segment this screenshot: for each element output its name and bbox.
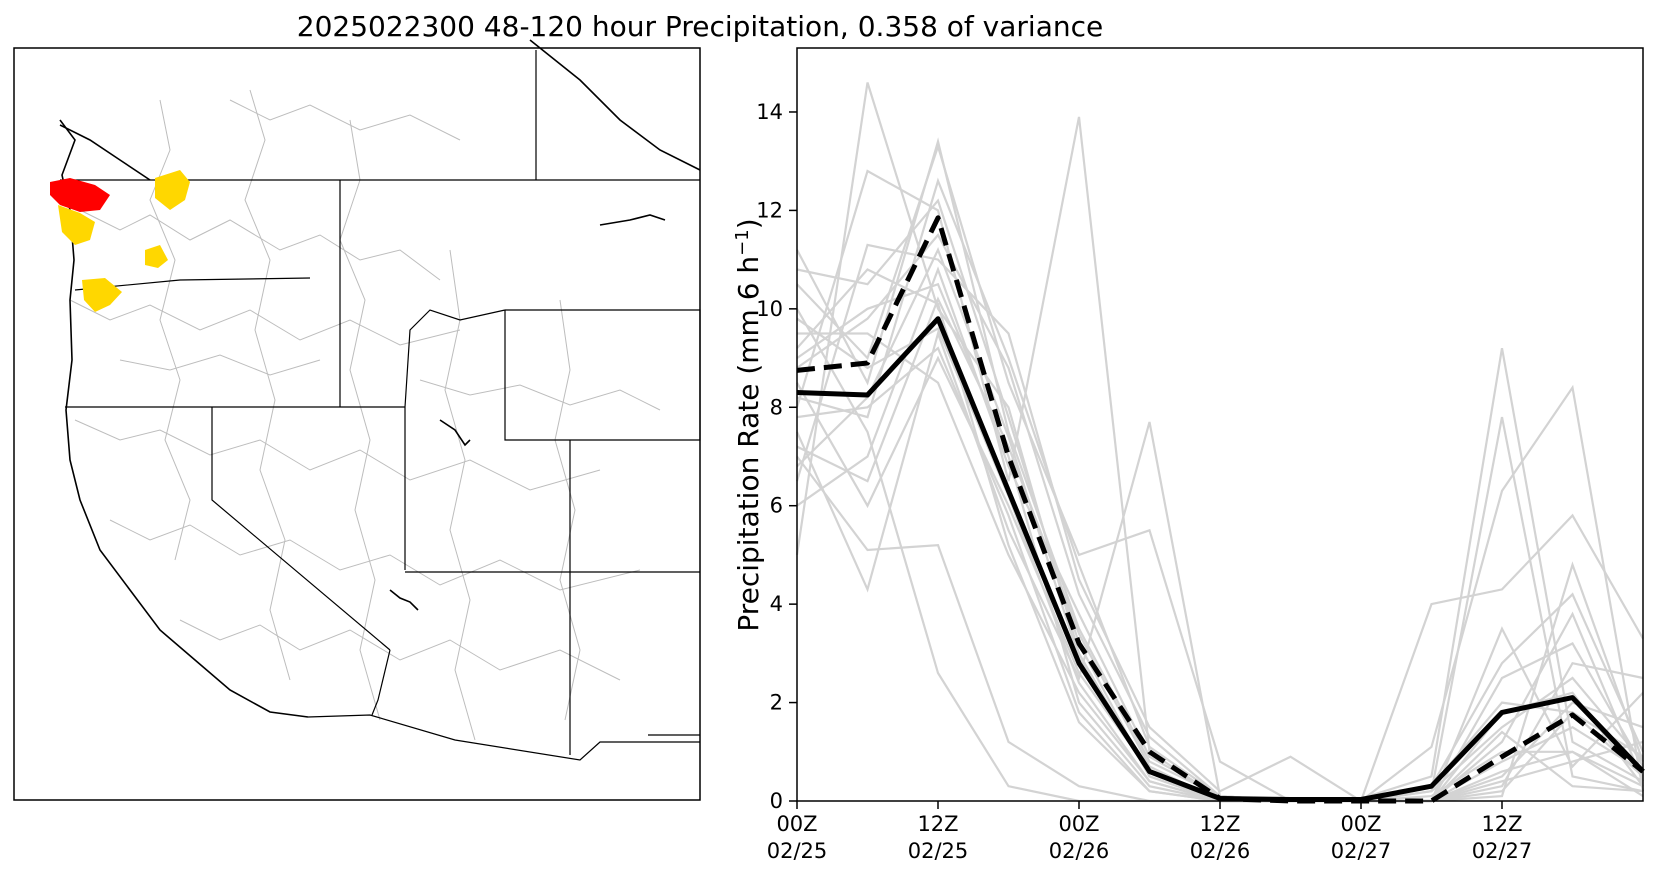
coast-line (599, 214, 666, 226)
x-tick-label-hour: 12Z (1199, 812, 1240, 836)
coast-line (389, 589, 419, 611)
x-tick-label-hour: 00Z (776, 812, 817, 836)
basin-line (74, 419, 601, 491)
basin-line (119, 354, 321, 376)
ensemble-members (795, 82, 1645, 803)
x-tick-label-date: 02/25 (767, 839, 828, 863)
x-tick-label-date: 02/26 (1190, 839, 1251, 863)
ensemble-member-line-19 (796, 268, 1644, 803)
y-axis-label-main: Precipitation Rate (mm 6 h (732, 256, 765, 632)
border-az-mex (307, 714, 700, 761)
border-id-mt (404, 309, 506, 408)
ensemble-member-line-7 (796, 282, 1644, 803)
y-tick-label: 12 (756, 198, 783, 222)
y-axis-ticks: 0 2 4 6 8 10 12 14 (756, 100, 797, 813)
basin-line (229, 99, 461, 141)
basin-line (179, 619, 621, 681)
control-line (796, 215, 1645, 804)
y-tick-label: 4 (770, 592, 783, 616)
basin-line (149, 99, 191, 561)
basin-line (419, 379, 661, 411)
x-tick-label-hour: 00Z (1340, 812, 1381, 836)
ensemble-member-line-6 (795, 243, 1645, 803)
ensemble-member-line-3 (795, 116, 1644, 803)
coast-line (529, 39, 701, 171)
page-title: 2025022300 48-120 hour Precipitation, 0.… (296, 10, 1104, 43)
region-medium (155, 170, 190, 210)
ensemble-member-line-11 (797, 332, 1645, 803)
basin-line (444, 249, 476, 741)
ensemble-member-line-4 (795, 329, 1644, 803)
basin-boundaries (69, 89, 661, 741)
region-medium (145, 245, 168, 268)
border-ca-az (371, 649, 391, 716)
basin-line (109, 519, 641, 591)
y-tick-label: 10 (756, 297, 783, 321)
ensemble-member-line-17 (796, 296, 1644, 803)
y-axis-label-sup: −1 (732, 229, 753, 256)
basin-line (244, 89, 291, 681)
y-tick-label: 8 (770, 395, 783, 419)
region-medium (58, 205, 95, 245)
coast-line (59, 124, 151, 181)
y-axis-label-close: ) (732, 218, 765, 229)
x-axis-ticks: 00Z 02/25 12Z 02/25 00Z 02/26 12Z 02/26 00Z 02/27… (767, 801, 1533, 863)
x-tick-label-hour: 00Z (1058, 812, 1099, 836)
ensemble-member-line-5 (796, 142, 1644, 803)
x-tick-label-date: 02/27 (1472, 839, 1533, 863)
basin-line (69, 299, 461, 346)
mean-line (796, 316, 1645, 802)
risk-regions (50, 170, 190, 312)
y-tick-label: 0 (770, 789, 783, 813)
y-tick-label: 6 (770, 494, 783, 518)
border-nv-ca (211, 407, 391, 651)
x-tick-label-hour: 12Z (917, 812, 958, 836)
basin-line (79, 209, 441, 281)
basin-line (339, 119, 381, 721)
region-high (50, 178, 110, 212)
x-tick-label-date: 02/27 (1331, 839, 1392, 863)
y-tick-label: 2 (770, 691, 783, 715)
x-tick-label-date: 02/25 (908, 839, 969, 863)
x-tick-label-date: 02/26 (1049, 839, 1110, 863)
ensemble-member-line-16 (796, 317, 1644, 803)
x-tick-label-hour: 12Z (1481, 812, 1522, 836)
summary-series (796, 215, 1645, 804)
y-axis-label: Precipitation Rate (mm 6 h−1) (732, 218, 765, 631)
coast-line (439, 419, 471, 447)
basin-line (554, 299, 581, 721)
region-medium (82, 278, 122, 312)
ensemble-member-line-13 (796, 266, 1645, 803)
map-frame (13, 47, 701, 801)
y-tick-label: 14 (756, 100, 783, 124)
